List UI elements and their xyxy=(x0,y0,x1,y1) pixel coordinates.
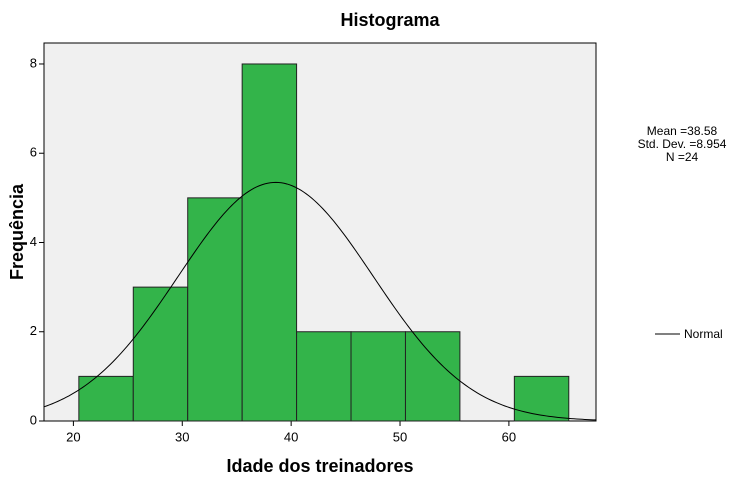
x-tick-label: 40 xyxy=(284,429,298,444)
y-axis-label: Frequência xyxy=(7,183,27,280)
y-tick-label: 2 xyxy=(30,323,37,338)
stat-sd: Std. Dev. =8.954 xyxy=(638,137,727,151)
x-tick-label: 60 xyxy=(502,429,516,444)
y-tick-label: 8 xyxy=(30,55,37,70)
bar xyxy=(78,375,134,422)
bar xyxy=(513,375,570,422)
stat-mean: Mean =38.58 xyxy=(647,124,718,138)
stat-n: N =24 xyxy=(666,150,699,164)
y-tick-label: 6 xyxy=(30,145,37,160)
chart-title: Histograma xyxy=(340,10,440,30)
y-tick-label: 4 xyxy=(30,234,37,249)
bar xyxy=(350,331,406,422)
bar xyxy=(187,197,243,422)
bar xyxy=(241,63,298,422)
bar xyxy=(132,286,189,422)
x-tick-label: 50 xyxy=(393,429,407,444)
y-tick-label: 0 xyxy=(30,412,37,427)
x-tick-label: 20 xyxy=(66,429,80,444)
legend-label: Normal xyxy=(684,327,723,341)
x-axis-label: Idade dos treinadores xyxy=(226,456,413,476)
x-tick-label: 30 xyxy=(175,429,189,444)
bar xyxy=(404,331,461,422)
normal-curve xyxy=(43,181,597,421)
bar xyxy=(296,331,352,422)
